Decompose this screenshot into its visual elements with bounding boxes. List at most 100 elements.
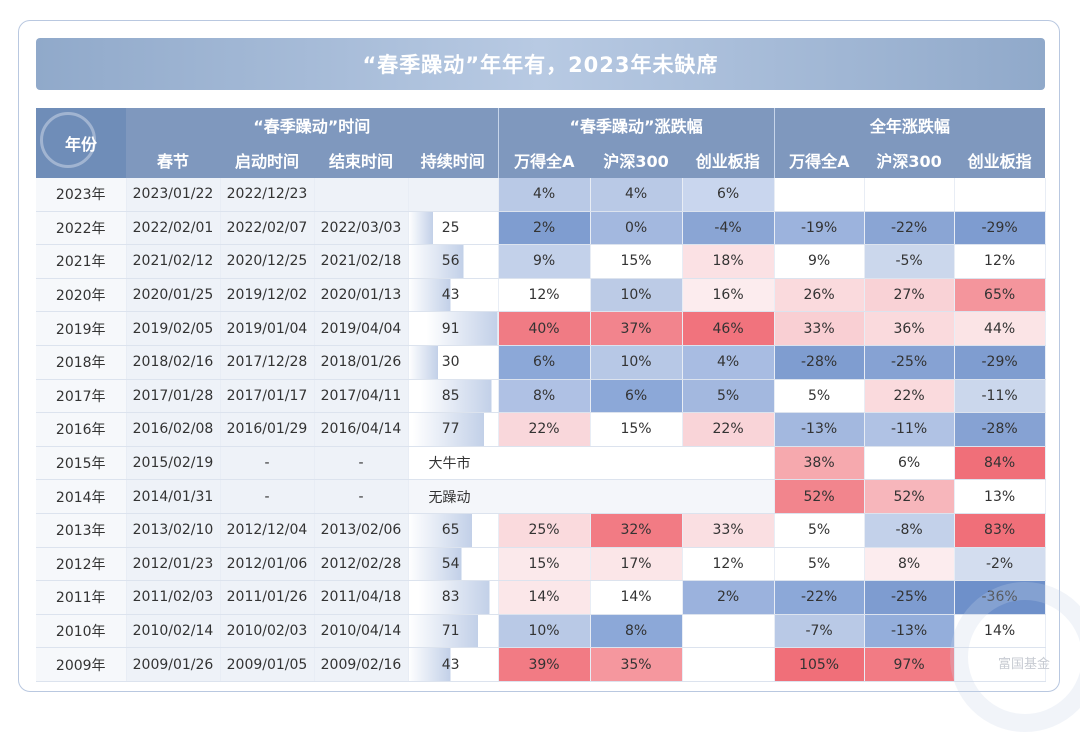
cell-full-change: -19% bbox=[774, 211, 865, 246]
cell-full-change: 105% bbox=[774, 647, 865, 682]
cell-spring-change: 14% bbox=[498, 580, 591, 615]
cell-duration: 30 bbox=[408, 345, 499, 380]
cell-year: 2016年 bbox=[36, 412, 127, 447]
cell-spring-change: 14% bbox=[590, 580, 683, 615]
cell-full-change: 5% bbox=[774, 547, 865, 582]
table-row: 2009年 2009/01/26 2009/01/05 2009/02/16 43 39%… bbox=[36, 647, 1046, 682]
cell-spring-change: 4% bbox=[590, 178, 683, 212]
cell-spring-festival: 2013/02/10 bbox=[126, 513, 221, 548]
table-row: 2011年 2011/02/03 2011/01/26 2011/04/18 83 14%… bbox=[36, 580, 1046, 615]
cell-full-change: 52% bbox=[774, 479, 865, 514]
table-row: 2015年 2015/02/19- - 大牛市 38% 6% 84% bbox=[36, 446, 1046, 481]
cell-year: 2011年 bbox=[36, 580, 127, 615]
header-spring-festival: 春节 bbox=[126, 142, 220, 178]
cell-start-time: 2019/01/04 bbox=[220, 311, 315, 346]
table-row: 2021年 2021/02/12 2020/12/25 2021/02/18 56 9% 1… bbox=[36, 244, 1046, 279]
cell-end-time: 2009/02/16 bbox=[314, 647, 409, 682]
cell-full-change: -28% bbox=[774, 345, 865, 380]
cell-full-change: -13% bbox=[774, 412, 865, 447]
cell-full-change: 22% bbox=[864, 379, 955, 414]
cell-spring-change: 8% bbox=[590, 614, 683, 649]
cell-end-time: - bbox=[314, 479, 409, 514]
table-row: 2010年 2010/02/14 2010/02/03 2010/04/14 71 10%… bbox=[36, 614, 1046, 649]
cell-duration: 91 bbox=[408, 311, 499, 346]
cell-full-change: 13% bbox=[954, 479, 1046, 514]
cell-duration: 65 bbox=[408, 513, 499, 548]
cell-spring-festival: 2023/01/22 bbox=[126, 178, 221, 212]
cell-full-change: -11% bbox=[864, 412, 955, 447]
table-row: 2016年 2016/02/08 2016/01/29 2016/04/14 77 22%… bbox=[36, 412, 1046, 447]
header-full-hs300: 沪深300 bbox=[864, 142, 955, 178]
cell-start-time: - bbox=[220, 446, 315, 481]
data-table: 年份 “春季躁动”时间 “春季躁动”涨跌幅 全年涨跌幅 春节 启动时间 结束时间… bbox=[36, 108, 1046, 682]
cell-spring-festival: 2022/02/01 bbox=[126, 211, 221, 246]
cell-spring-festival: 2011/02/03 bbox=[126, 580, 221, 615]
cell-spring-change: 15% bbox=[590, 412, 683, 447]
cell-spring-change bbox=[682, 647, 775, 682]
cell-spring-change: 2% bbox=[682, 580, 775, 615]
cell-spring-change: 10% bbox=[498, 614, 591, 649]
cell-duration: 85 bbox=[408, 379, 499, 414]
cell-full-change: -11% bbox=[954, 379, 1046, 414]
cell-spring-change: 25% bbox=[498, 513, 591, 548]
cell-spring-festival: 2021/02/12 bbox=[126, 244, 221, 279]
cell-full-change: -29% bbox=[954, 345, 1046, 380]
cell-start-time: 2012/12/04 bbox=[220, 513, 315, 548]
cell-end-time: - bbox=[314, 446, 409, 481]
cell-full-change: -8% bbox=[864, 513, 955, 548]
cell-spring-change: 40% bbox=[498, 311, 591, 346]
header-start-time: 启动时间 bbox=[220, 142, 314, 178]
cell-full-change: 52% bbox=[864, 479, 955, 514]
cell-spring-change: 16% bbox=[682, 278, 775, 313]
cell-spring-festival: 2019/02/05 bbox=[126, 311, 221, 346]
cell-spring-festival: 2018/02/16 bbox=[126, 345, 221, 380]
cell-end-time: 2010/04/14 bbox=[314, 614, 409, 649]
header-year: 年份 bbox=[36, 108, 126, 178]
cell-start-time: 2022/02/07 bbox=[220, 211, 315, 246]
cell-spring-change: 6% bbox=[682, 178, 775, 212]
cell-full-change: 65% bbox=[954, 278, 1046, 313]
header-spring-hs300: 沪深300 bbox=[590, 142, 683, 178]
cell-spring-festival: 2017/01/28 bbox=[126, 379, 221, 414]
cell-end-time: 2018/01/26 bbox=[314, 345, 409, 380]
cell-spring-festival: 2014/01/31 bbox=[126, 479, 221, 514]
cell-spring-festival: 2015/02/19 bbox=[126, 446, 221, 481]
cell-start-time: - bbox=[220, 479, 315, 514]
cell-note: 无躁动 bbox=[408, 479, 775, 514]
cell-spring-change: 2% bbox=[498, 211, 591, 246]
cell-spring-change: 8% bbox=[498, 379, 591, 414]
cell-full-change bbox=[864, 178, 955, 212]
cell-full-change bbox=[774, 178, 865, 212]
header-group-spring: “春季躁动”涨跌幅 bbox=[497, 108, 775, 142]
cell-end-time: 2011/04/18 bbox=[314, 580, 409, 615]
cell-full-change: 9% bbox=[774, 244, 865, 279]
cell-year: 2017年 bbox=[36, 379, 127, 414]
cell-year: 2010年 bbox=[36, 614, 127, 649]
cell-end-time: 2021/02/18 bbox=[314, 244, 409, 279]
cell-full-change: -13% bbox=[864, 614, 955, 649]
cell-spring-festival: 2012/01/23 bbox=[126, 547, 221, 582]
cell-full-change: -22% bbox=[864, 211, 955, 246]
cell-spring-change: 22% bbox=[682, 412, 775, 447]
cell-spring-change: 12% bbox=[682, 547, 775, 582]
cell-start-time: 2022/12/23 bbox=[220, 178, 315, 212]
cell-spring-change: 15% bbox=[590, 244, 683, 279]
cell-spring-change: 32% bbox=[590, 513, 683, 548]
cell-year: 2013年 bbox=[36, 513, 127, 548]
header-end-time: 结束时间 bbox=[314, 142, 408, 178]
cell-full-change: 83% bbox=[954, 513, 1046, 548]
cell-spring-change: 9% bbox=[498, 244, 591, 279]
cell-spring-change: 37% bbox=[590, 311, 683, 346]
cell-year: 2014年 bbox=[36, 479, 127, 514]
table-row: 2023年 2023/01/22 2022/12/23 4% 4% 6% bbox=[36, 178, 1046, 212]
cell-start-time: 2012/01/06 bbox=[220, 547, 315, 582]
cell-start-time: 2009/01/05 bbox=[220, 647, 315, 682]
cell-start-time: 2010/02/03 bbox=[220, 614, 315, 649]
cell-duration: 56 bbox=[408, 244, 499, 279]
cell-full-change: 36% bbox=[864, 311, 955, 346]
cell-start-time: 2020/12/25 bbox=[220, 244, 315, 279]
cell-full-change: -22% bbox=[774, 580, 865, 615]
cell-spring-change: 4% bbox=[498, 178, 591, 212]
cell-full-change: 33% bbox=[774, 311, 865, 346]
cell-spring-change: 6% bbox=[590, 379, 683, 414]
